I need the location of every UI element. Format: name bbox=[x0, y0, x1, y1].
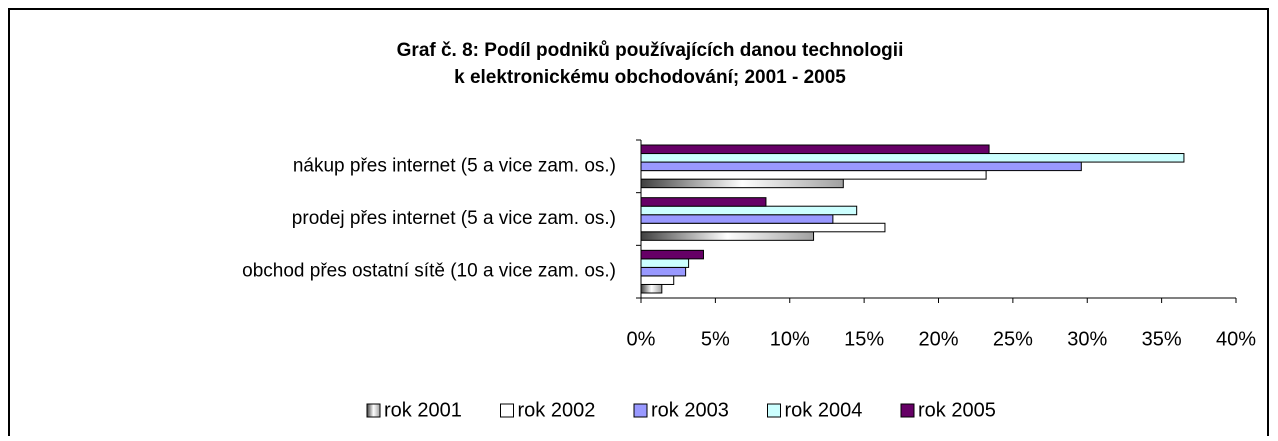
x-tick-label: 30% bbox=[1067, 328, 1107, 350]
x-tick-label: 10% bbox=[770, 328, 810, 350]
x-tick-label: 20% bbox=[918, 328, 958, 350]
bar bbox=[640, 266, 687, 277]
bar bbox=[640, 258, 690, 268]
bar bbox=[640, 178, 844, 189]
legend-label: rok 2004 bbox=[785, 399, 863, 421]
legend-swatch bbox=[767, 403, 781, 418]
x-tick-label: 0% bbox=[627, 328, 656, 350]
x-tick-label: 15% bbox=[844, 328, 884, 350]
category-label: nákup přes internet (5 a vice zam. os.) bbox=[293, 155, 616, 176]
bar bbox=[640, 205, 858, 216]
legend-label: rok 2003 bbox=[651, 399, 729, 421]
legend-swatch bbox=[366, 403, 381, 418]
bar bbox=[640, 283, 663, 294]
x-tick-label: 5% bbox=[701, 328, 730, 350]
legend-label: rok 2005 bbox=[918, 399, 996, 421]
bar bbox=[640, 249, 704, 260]
bar bbox=[640, 275, 675, 285]
x-tick-label: 35% bbox=[1142, 328, 1182, 350]
bar bbox=[640, 153, 1185, 163]
category-label: prodej přes internet (5 a vice zam. os.) bbox=[292, 208, 616, 229]
legend-label: rok 2001 bbox=[384, 399, 462, 421]
bar bbox=[640, 170, 987, 180]
chart-title: Graf č. 8: Podíl podniků používajících d… bbox=[397, 40, 904, 61]
legend-label: rok 2002 bbox=[518, 399, 596, 421]
bar bbox=[640, 144, 990, 155]
category-label: obchod přes ostatní sítě (10 a vice zam.… bbox=[242, 261, 616, 282]
x-tick-label: 25% bbox=[993, 328, 1033, 350]
bar bbox=[640, 214, 834, 224]
bar bbox=[640, 161, 1082, 172]
bar bbox=[640, 197, 767, 207]
bar bbox=[640, 231, 815, 241]
legend-swatch bbox=[633, 403, 648, 418]
legend-swatch bbox=[500, 403, 514, 418]
bar bbox=[640, 222, 886, 233]
chart-frame bbox=[8, 8, 1269, 441]
x-tick-label: 40% bbox=[1216, 328, 1256, 350]
chart-title: k elektronickému obchodování; 2001 - 200… bbox=[454, 67, 846, 88]
legend-swatch bbox=[900, 403, 915, 418]
